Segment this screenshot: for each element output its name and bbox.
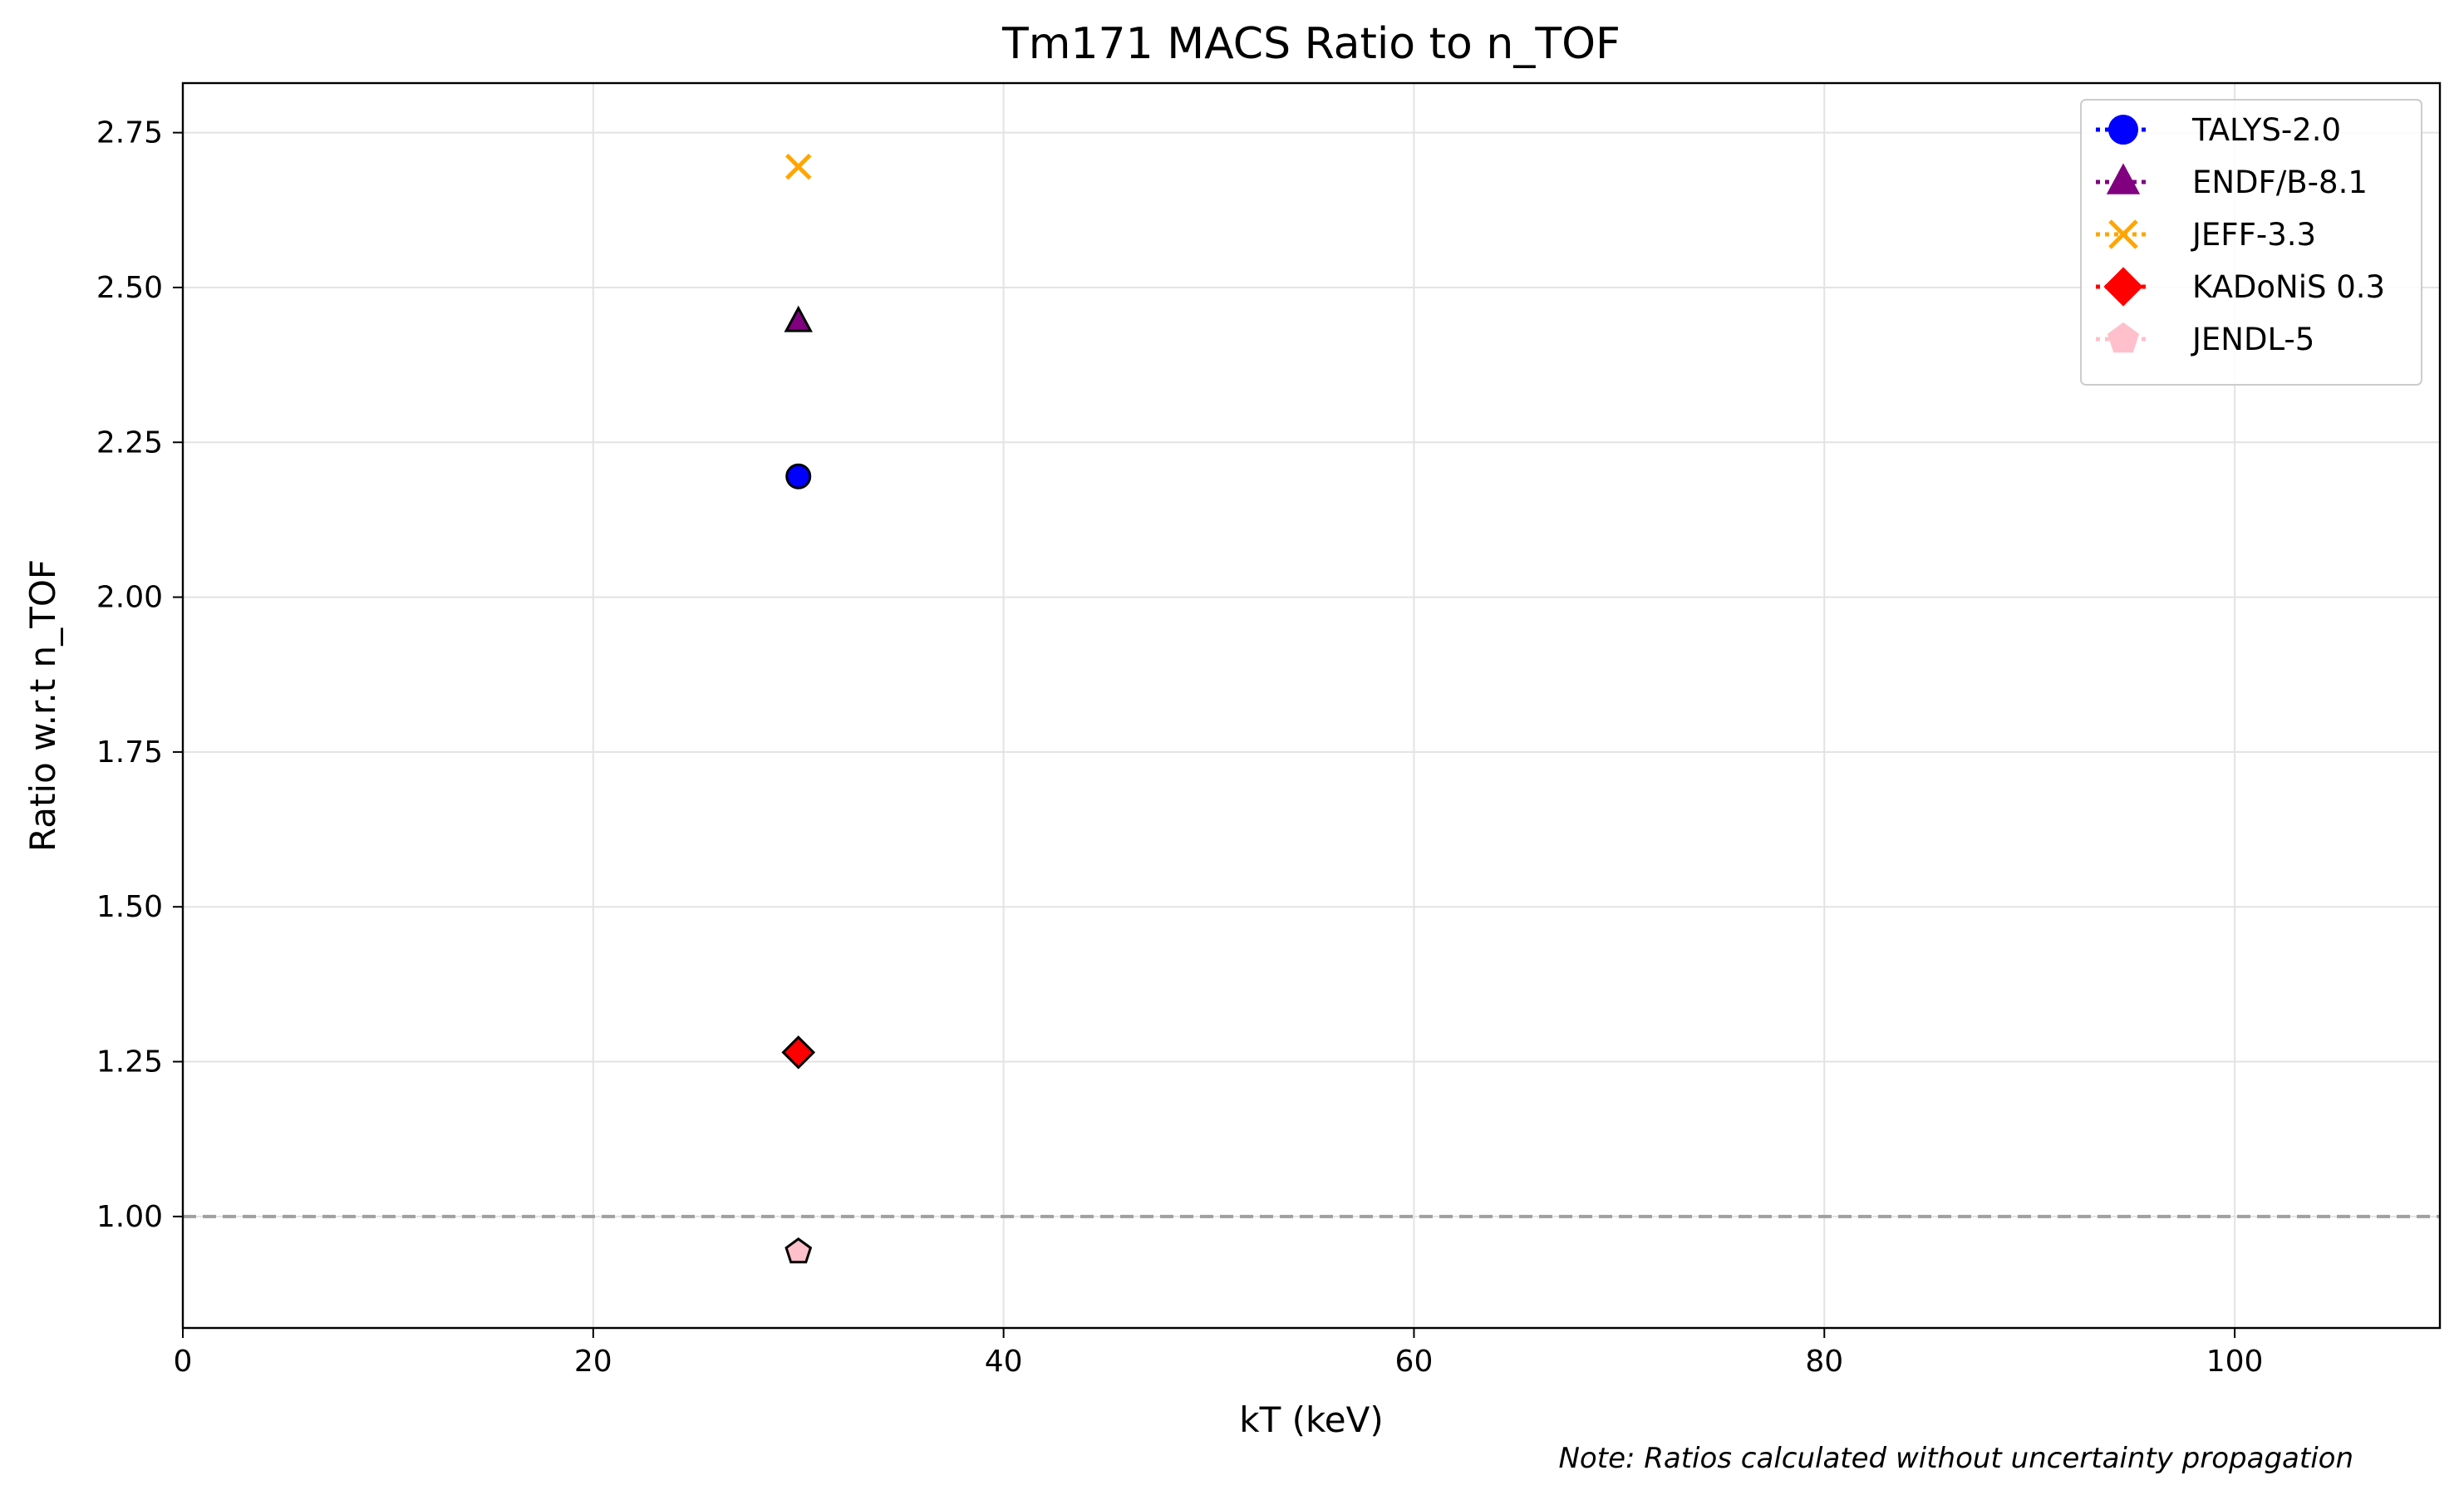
- x-tick-label: 80: [1805, 1345, 1843, 1379]
- legend: TALYS-2.0 ENDF/B-8.1 JEFF-3.3 KADoNiS 0.3 JE…: [2080, 99, 2422, 386]
- legend-item: JEFF-3.3: [2096, 217, 2316, 253]
- data-point-5: [784, 1237, 813, 1264]
- y-tick-label: 1.75: [96, 735, 163, 770]
- x-marker-stroke: [2108, 219, 2138, 249]
- legend-label: JENDL-5: [2191, 322, 2314, 357]
- x-tick-label: 20: [574, 1345, 612, 1379]
- legend-marker: [2103, 267, 2143, 307]
- legend-item: ENDF/B-8.1: [2096, 163, 2368, 200]
- legend-box: [2080, 99, 2422, 386]
- x-axis: 0 20 40 60 80 100: [174, 1328, 2264, 1379]
- data-point-2: [784, 305, 813, 332]
- legend-marker: [2108, 115, 2138, 145]
- y-tick-label: 1.25: [96, 1045, 163, 1080]
- data-point-4: [781, 1035, 816, 1070]
- x-tick-label: 60: [1395, 1345, 1434, 1379]
- y-axis: 1.00 1.25 1.50 1.75 2.00 2.25 2.50 2.75: [96, 116, 183, 1234]
- legend-marker: [2107, 322, 2140, 353]
- x-tick-label: 40: [985, 1345, 1023, 1379]
- y-axis-label: Ratio w.r.t n_TOF: [22, 559, 63, 852]
- data-point-1: [785, 463, 812, 489]
- y-tick-label: 1.00: [96, 1200, 163, 1234]
- legend-item: KADoNiS 0.3: [2096, 267, 2385, 307]
- chart-note: Note: Ratios calculated without uncertai…: [1559, 1442, 2354, 1475]
- plot-frame: [181, 81, 2442, 1330]
- data-point-3: [784, 153, 812, 180]
- x-marker-stroke: [784, 153, 812, 180]
- legend-label: TALYS-2.0: [2191, 112, 2341, 148]
- legend-label: JEFF-3.3: [2191, 217, 2316, 253]
- legend-label: KADoNiS 0.3: [2192, 269, 2385, 305]
- legend-label: ENDF/B-8.1: [2192, 165, 2368, 200]
- y-tick-label: 2.00: [96, 581, 163, 615]
- legend-marker: [2108, 219, 2138, 249]
- y-tick-label: 2.25: [96, 425, 163, 460]
- legend-item: JENDL-5: [2096, 322, 2314, 357]
- x-axis-label: kT (keV): [1239, 1399, 1384, 1440]
- grid: [182, 83, 2440, 1328]
- legend-marker: [2106, 163, 2141, 194]
- y-tick-label: 2.50: [96, 271, 163, 305]
- y-tick-label: 2.75: [96, 116, 163, 150]
- x-tick-label: 0: [174, 1345, 193, 1379]
- x-tick-label: 100: [2206, 1345, 2264, 1379]
- y-tick-label: 1.50: [96, 890, 163, 924]
- legend-item: TALYS-2.0: [2096, 112, 2341, 148]
- chart-title: Tm171 MACS Ratio to n_TOF: [1001, 19, 1621, 69]
- data-points: [781, 153, 816, 1264]
